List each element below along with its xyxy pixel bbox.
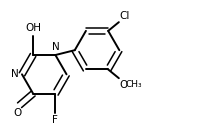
Text: N: N: [52, 42, 60, 52]
Text: F: F: [52, 115, 58, 125]
Text: Cl: Cl: [120, 11, 130, 21]
Text: CH₃: CH₃: [126, 80, 142, 89]
Text: N: N: [11, 69, 19, 79]
Text: OH: OH: [25, 23, 41, 33]
Text: O: O: [120, 80, 128, 90]
Text: O: O: [13, 108, 22, 118]
